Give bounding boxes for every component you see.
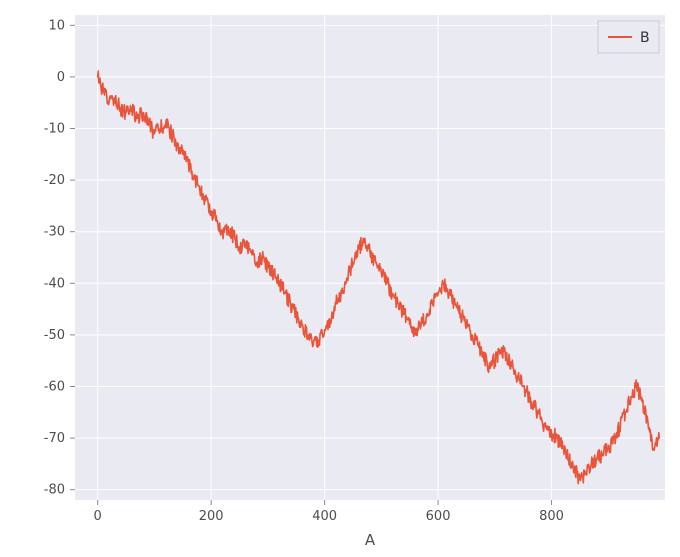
legend: B — [598, 21, 659, 53]
chart-container: 0 200 400 600 800 -80 -70 -60 -50 -40 -30 -20 -10 0 10… — [0, 0, 680, 557]
y-tick-label: -60 — [44, 379, 65, 394]
x-tick-label: 0 — [94, 509, 102, 524]
y-tick-label: 10 — [48, 18, 65, 33]
y-tick-label: -70 — [44, 431, 65, 446]
y-tick-label: -30 — [44, 225, 65, 240]
y-tick-label: -80 — [44, 483, 65, 498]
y-tick-label: -40 — [44, 276, 65, 291]
x-axis-label: A — [365, 531, 376, 549]
legend-label: B — [640, 30, 650, 46]
y-tick-label: -50 — [44, 328, 65, 343]
line-chart: 0 200 400 600 800 -80 -70 -60 -50 -40 -30 -20 -10 0 10… — [0, 0, 680, 557]
x-tick-label: 800 — [539, 509, 564, 524]
y-tick-label: 0 — [57, 70, 65, 85]
x-tick-label: 600 — [426, 509, 451, 524]
x-tick-label: 200 — [199, 509, 224, 524]
y-tick-label: -10 — [44, 122, 65, 137]
y-tick-label: -20 — [44, 173, 65, 188]
x-tick-label: 400 — [312, 509, 337, 524]
